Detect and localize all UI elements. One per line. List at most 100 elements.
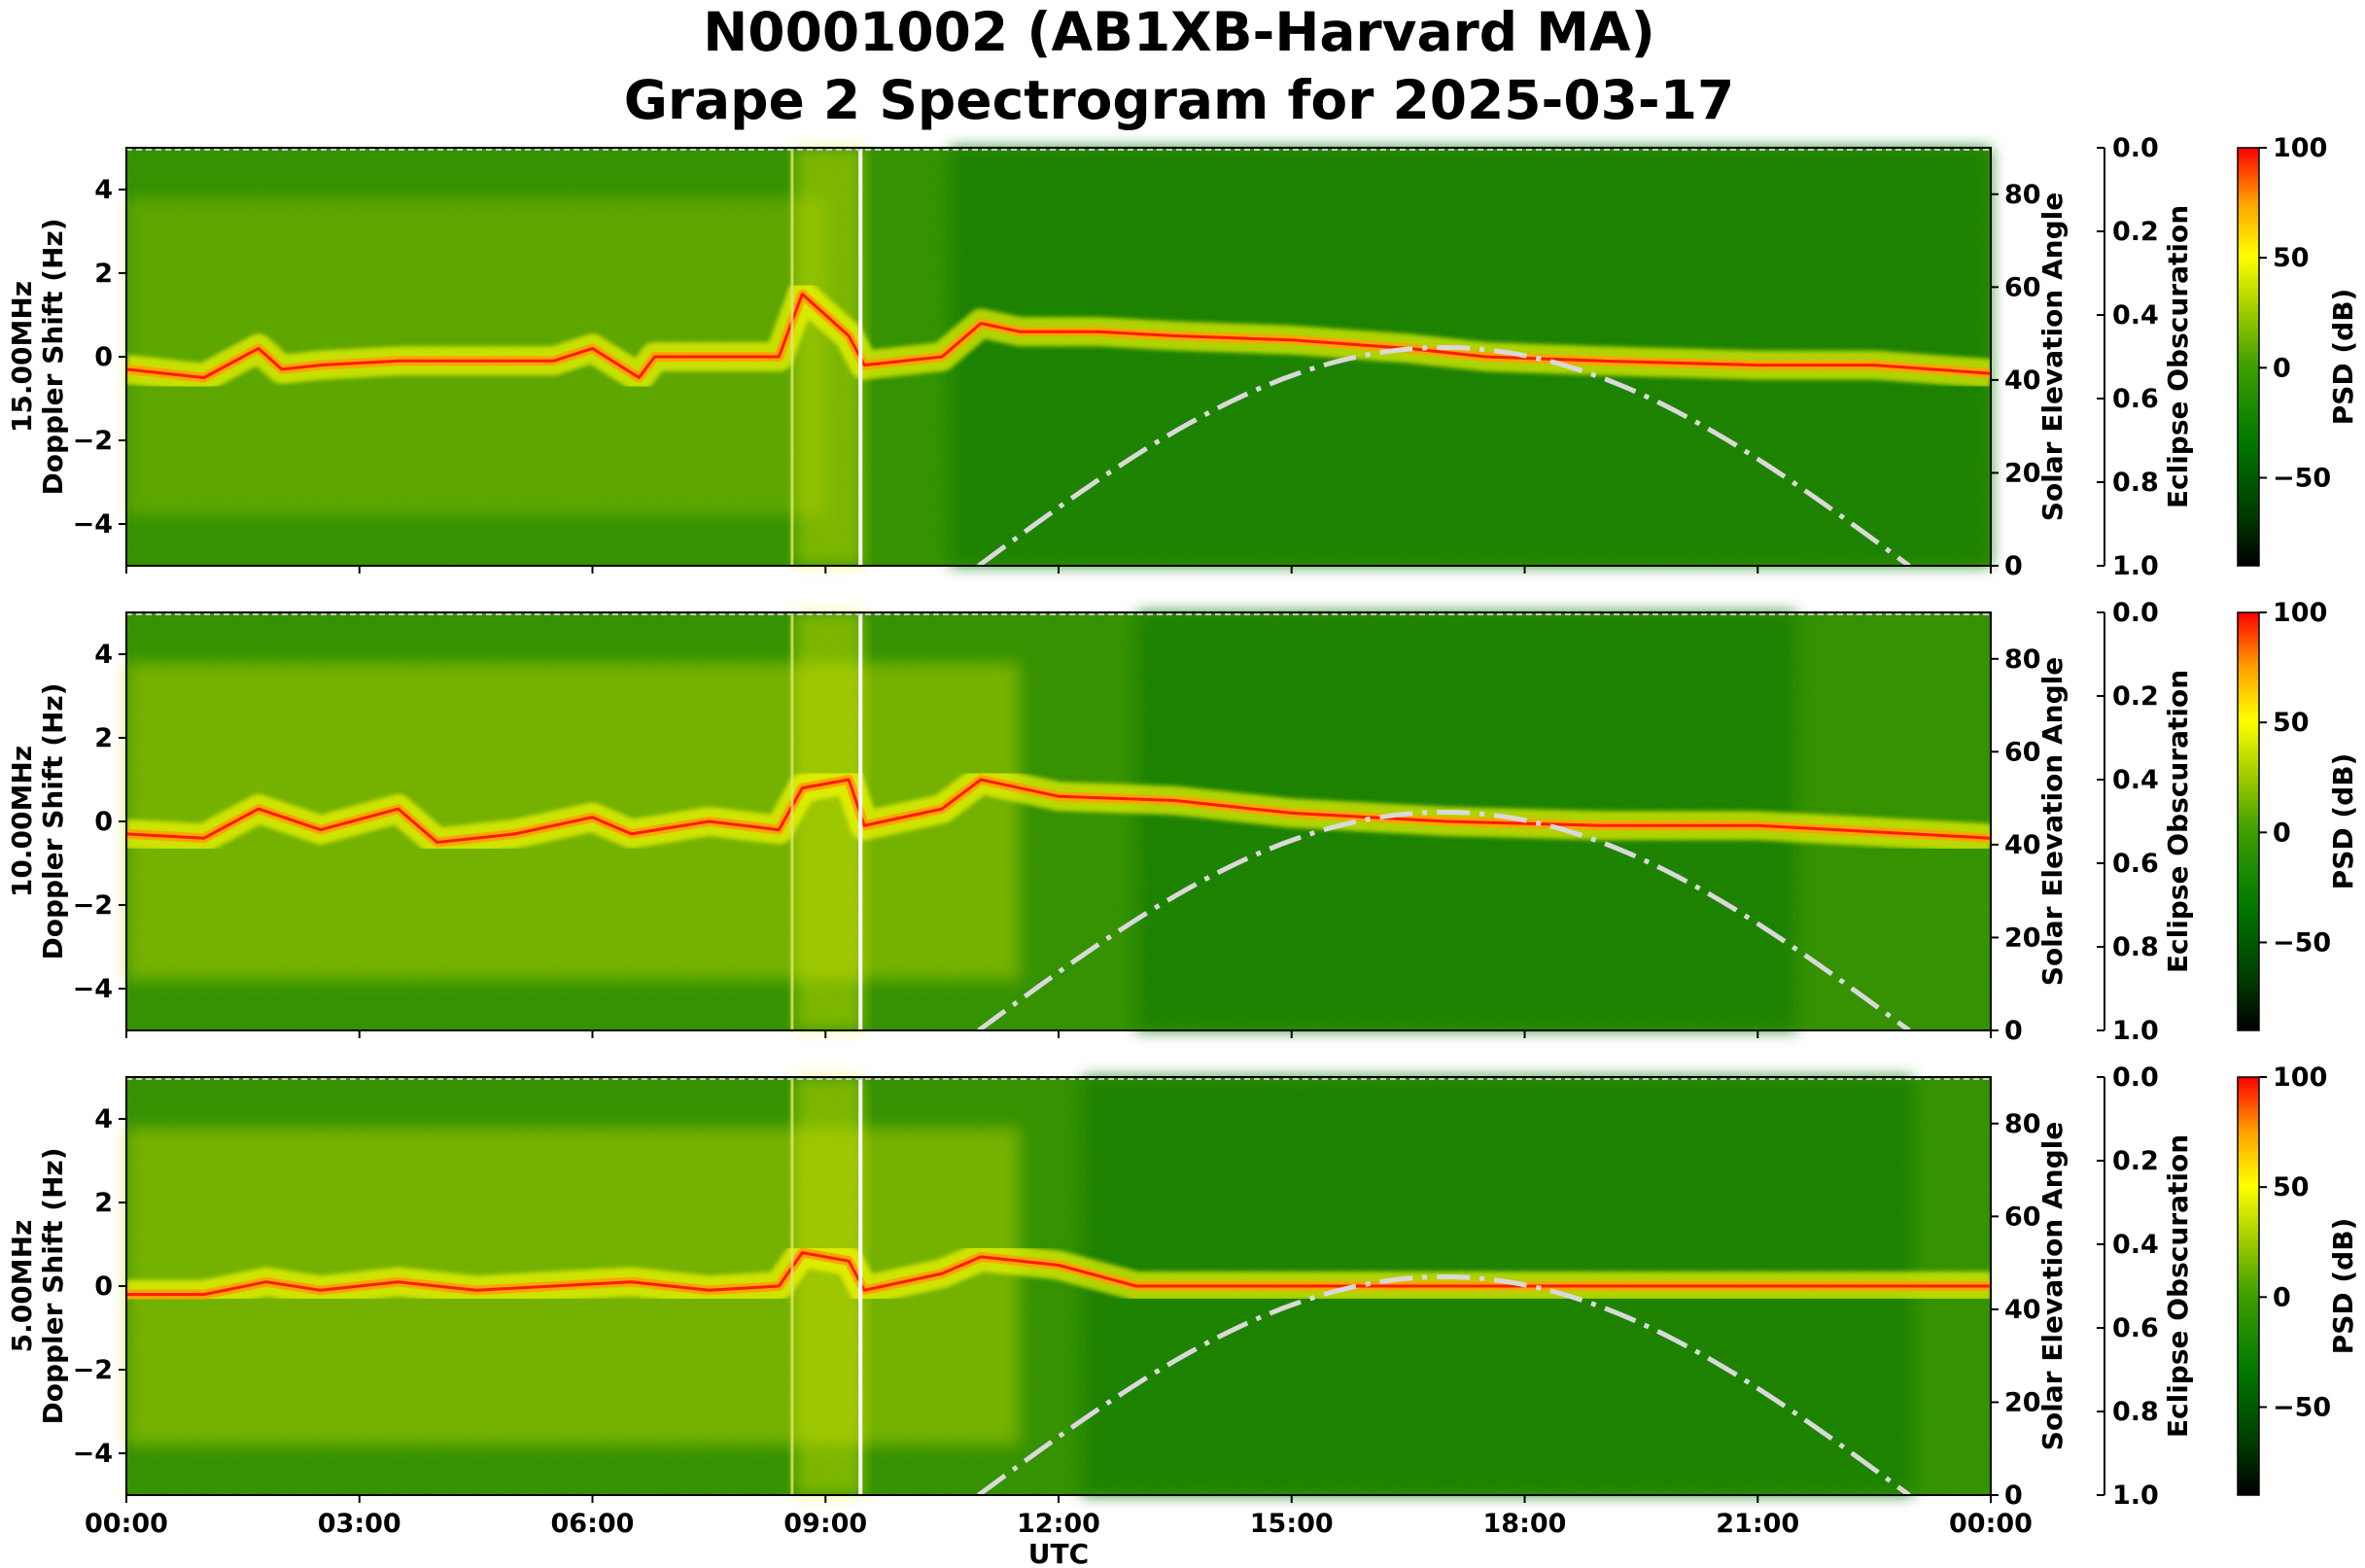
doppler-trace-core (125, 293, 1992, 379)
elevation-tick-label: 80 (2004, 180, 2041, 210)
x-tick-label: 18:00 (1483, 1509, 1567, 1539)
obscuration-tick-label: 0.6 (2112, 384, 2159, 414)
y-tick-label: −4 (73, 974, 113, 1004)
colorbar-tick-label: 0 (2273, 1282, 2291, 1312)
y-tick-label: 4 (94, 640, 113, 670)
elevation-tick-label: 40 (2004, 366, 2041, 396)
colorbar-tick-label: −50 (2273, 463, 2331, 493)
elevation-tick-label: 0 (2004, 551, 2023, 581)
eclipse-obscuration-axis-label: Eclipse Obscuration (2162, 670, 2194, 973)
colorbar-tick-label: 100 (2273, 598, 2327, 628)
y-tick-label: −2 (73, 426, 113, 456)
doppler-axis-label: Doppler Shift (Hz) (37, 1147, 69, 1424)
panel-frequency-label: 10.00MHz (6, 746, 38, 897)
colorbar-tick-label: 0 (2273, 818, 2291, 848)
elevation-tick-label: 60 (2004, 272, 2041, 302)
panel-5.00MHz: 420−2−40204060800.00.20.40.60.81.0100500… (6, 1063, 2359, 1568)
elevation-tick-label: 80 (2004, 1109, 2041, 1139)
panel-15.00MHz: 420−2−40204060800.00.20.40.60.81.0100500… (6, 133, 2359, 581)
colorbar-axis-label: PSD (dB) (2327, 289, 2359, 426)
obscuration-tick-label: 1.0 (2112, 551, 2159, 581)
obscuration-tick-label: 0.0 (2112, 1063, 2159, 1093)
y-tick-label: 4 (94, 1104, 113, 1134)
y-tick-label: 2 (94, 259, 113, 289)
eclipse-obscuration-axis-label: Eclipse Obscuration (2162, 205, 2194, 508)
obscuration-tick-label: 1.0 (2112, 1481, 2159, 1511)
obscuration-tick-label: 0.6 (2112, 849, 2159, 879)
y-tick-label: −4 (73, 509, 113, 540)
elevation-tick-label: 40 (2004, 1295, 2041, 1325)
colorbar-tick-label: 50 (2273, 243, 2310, 273)
colorbar-tick-label: 100 (2273, 1063, 2327, 1093)
solar-elevation-curve (977, 344, 1911, 569)
figure-title: N0001002 (AB1XB-Harvard MA) Grape 2 Spec… (624, 1, 1735, 131)
y-tick-label: 4 (94, 175, 113, 205)
colorbar-axis-label: PSD (dB) (2327, 1218, 2359, 1355)
solar-elevation-curve (977, 1273, 1911, 1498)
solar-elevation-axis-label: Solar Elevation Angle (2036, 1122, 2069, 1450)
colorbar-tick-label: −50 (2273, 927, 2331, 958)
x-axis-label: UTC (1028, 1538, 1089, 1568)
obscuration-tick-label: 0.4 (2112, 300, 2159, 331)
elevation-tick-label: 0 (2004, 1016, 2023, 1046)
colorbar (2237, 611, 2260, 1031)
colorbar-tick-label: 50 (2273, 708, 2310, 738)
colorbar (2237, 1076, 2260, 1496)
y-tick-label: −2 (73, 890, 113, 921)
y-tick-label: 0 (94, 342, 113, 372)
elevation-tick-label: 80 (2004, 645, 2041, 675)
colorbar-tick-label: 0 (2273, 353, 2291, 383)
panel-10.00MHz: 420−2−40204060800.00.20.40.60.81.0100500… (6, 598, 2359, 1046)
colorbar-tick-label: 100 (2273, 133, 2327, 163)
y-tick-label: −2 (73, 1355, 113, 1385)
obscuration-tick-label: 0.8 (2112, 1397, 2159, 1427)
x-tick-label: 21:00 (1716, 1509, 1799, 1539)
doppler-trace-core (125, 778, 1992, 844)
x-tick-label: 00:00 (1949, 1509, 2033, 1539)
title-line-2: Grape 2 Spectrogram for 2025-03-17 (624, 69, 1735, 131)
obscuration-tick-label: 1.0 (2112, 1016, 2159, 1046)
y-tick-label: 2 (94, 723, 113, 753)
x-tick-label: 03:00 (318, 1509, 401, 1539)
solar-elevation-axis-label: Solar Elevation Angle (2036, 192, 2069, 521)
obscuration-tick-label: 0.8 (2112, 932, 2159, 962)
obscuration-tick-label: 0.8 (2112, 468, 2159, 498)
elevation-tick-label: 40 (2004, 830, 2041, 860)
y-tick-label: 2 (94, 1188, 113, 1218)
obscuration-tick-label: 0.2 (2112, 217, 2159, 247)
solar-elevation-axis-label: Solar Elevation Angle (2036, 657, 2069, 986)
obscuration-tick-label: 0.4 (2112, 765, 2159, 795)
obscuration-tick-label: 0.0 (2112, 598, 2159, 628)
obscuration-tick-label: 0.0 (2112, 133, 2159, 163)
x-tick-label: 09:00 (783, 1509, 867, 1539)
colorbar (2237, 147, 2260, 567)
doppler-trace-core (126, 1251, 1991, 1297)
y-tick-label: 0 (94, 1272, 113, 1302)
x-tick-label: 15:00 (1250, 1509, 1334, 1539)
x-tick-label: 06:00 (551, 1509, 635, 1539)
elevation-tick-label: 20 (2004, 923, 2041, 953)
colorbar-tick-label: 50 (2273, 1172, 2310, 1202)
x-tick-label: 12:00 (1017, 1509, 1100, 1539)
doppler-axis-label: Doppler Shift (Hz) (37, 682, 69, 959)
eclipse-obscuration-axis-label: Eclipse Obscuration (2162, 1134, 2194, 1438)
y-tick-label: −4 (73, 1439, 113, 1469)
doppler-axis-label: Doppler Shift (Hz) (37, 218, 69, 495)
panel-frequency-label: 15.00MHz (6, 281, 38, 433)
elevation-tick-label: 0 (2004, 1481, 2023, 1511)
y-tick-label: 0 (94, 807, 113, 837)
elevation-tick-label: 60 (2004, 737, 2041, 767)
x-tick-label: 00:00 (85, 1509, 168, 1539)
obscuration-tick-label: 0.2 (2112, 681, 2159, 712)
obscuration-tick-label: 0.2 (2112, 1146, 2159, 1176)
title-line-1: N0001002 (AB1XB-Harvard MA) (703, 1, 1654, 63)
obscuration-tick-label: 0.4 (2112, 1230, 2159, 1260)
panel-frequency-label: 5.00MHz (6, 1220, 38, 1353)
colorbar-tick-label: −50 (2273, 1392, 2331, 1422)
elevation-tick-label: 60 (2004, 1202, 2041, 1232)
solar-elevation-curve (977, 809, 1911, 1033)
elevation-tick-label: 20 (2004, 1387, 2041, 1417)
obscuration-tick-label: 0.6 (2112, 1313, 2159, 1343)
colorbar-axis-label: PSD (dB) (2327, 753, 2359, 890)
